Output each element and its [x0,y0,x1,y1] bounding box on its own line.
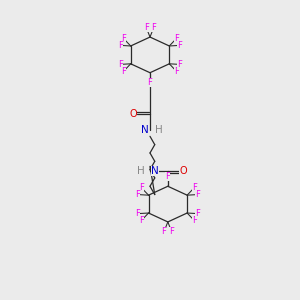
Text: F: F [192,216,197,225]
Text: F: F [136,190,140,199]
Text: F: F [165,172,170,181]
Text: F: F [177,41,182,50]
Text: F: F [174,67,179,76]
Text: O: O [179,166,187,176]
Text: F: F [177,60,182,69]
Text: H: H [137,166,145,176]
Text: F: F [118,60,123,69]
Text: F: F [174,34,179,43]
Text: F: F [195,190,200,199]
Text: N: N [141,125,148,135]
Text: F: F [144,23,148,32]
Text: F: F [121,67,126,76]
Text: O: O [130,109,137,119]
Text: F: F [121,34,126,43]
Text: F: F [148,78,152,87]
Text: F: F [139,216,144,225]
Text: F: F [161,227,166,236]
Text: N: N [152,166,159,176]
Text: F: F [118,41,123,50]
Text: H: H [155,125,163,135]
Text: F: F [152,23,156,32]
Text: F: F [192,183,197,192]
Text: F: F [139,183,144,192]
Text: F: F [136,209,140,218]
Text: F: F [195,209,200,218]
Text: F: F [169,227,174,236]
